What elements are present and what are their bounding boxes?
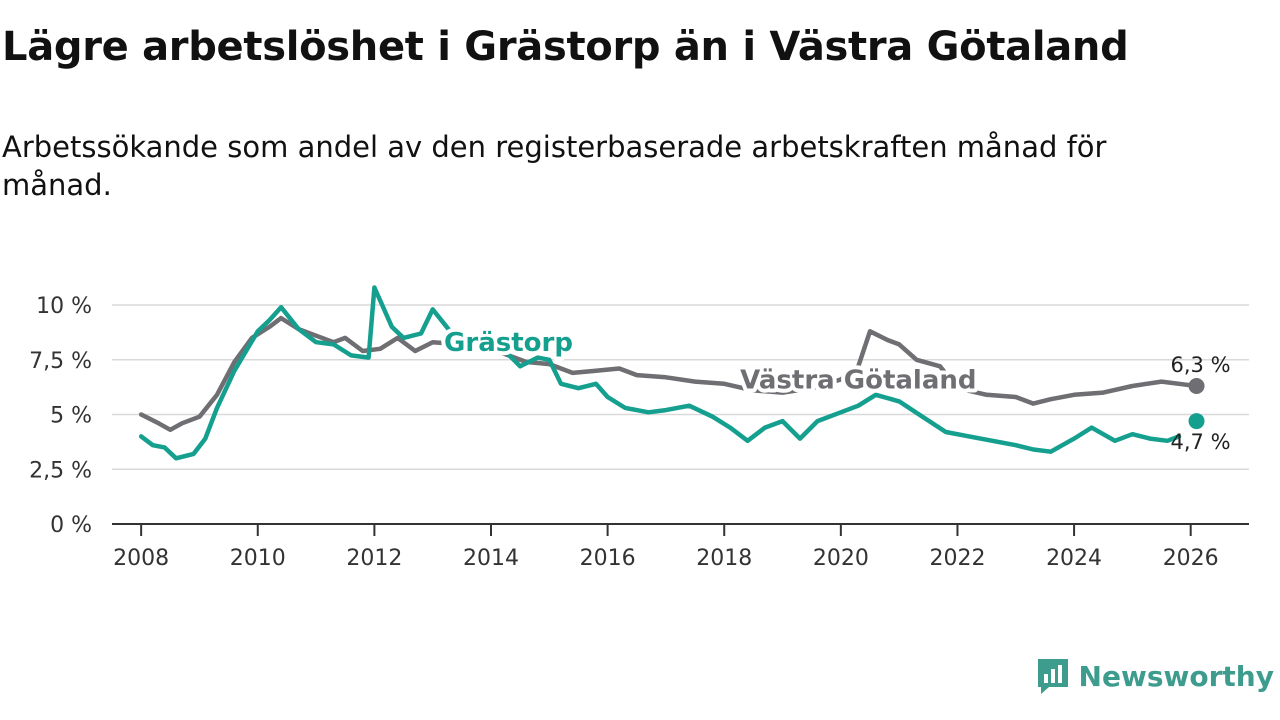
series-labels: 6,3 % 4,7 % Västra Götaland Grästorp xyxy=(440,324,1231,454)
x-tick-label: 2018 xyxy=(696,546,752,571)
series-name-label-gr-storp: Grästorp xyxy=(444,328,573,358)
newsworthy-logo: Newsworthy xyxy=(1035,656,1274,696)
x-tick-label: 2016 xyxy=(580,546,636,571)
series-line-gr-storp xyxy=(138,285,1182,461)
series-line-v-stra-g-taland xyxy=(138,315,1199,433)
y-tick-label: 5 % xyxy=(50,404,92,429)
series-end-label-gr-storp: 4,7 % xyxy=(1171,430,1231,454)
series-end-point-v-stra-g-taland xyxy=(1188,378,1205,395)
y-tick-label: 2,5 % xyxy=(29,458,92,483)
series-end-point-gr-storp xyxy=(1188,413,1205,430)
y-tick-label: 0 % xyxy=(50,513,92,538)
newsworthy-logo-icon xyxy=(1037,659,1068,694)
gridlines xyxy=(112,304,1249,470)
x-tick-label: 2014 xyxy=(463,546,519,571)
x-tick-label: 2020 xyxy=(813,546,869,571)
x-tick-label: 2010 xyxy=(230,546,286,571)
chart-subtitle: Arbetssökande som andel av den registerb… xyxy=(2,130,1107,202)
x-tick-label: 2012 xyxy=(346,546,402,571)
x-tick-label: 2008 xyxy=(113,546,169,571)
chart-title: Lägre arbetslöshet i Grästorp än i Västr… xyxy=(2,24,1129,70)
series-lines xyxy=(138,285,1205,461)
x-tick-label: 2024 xyxy=(1046,546,1102,571)
y-tick-label: 7,5 % xyxy=(29,349,92,374)
axes: 0 % 2,5 % 5 % 7,5 % 10 % 2008 2010 2012 2014 2016… xyxy=(29,294,1249,571)
x-tick-label: 2022 xyxy=(929,546,985,571)
y-tick-label: 10 % xyxy=(36,294,92,319)
series-end-label-v-stra-g-taland: 6,3 % xyxy=(1171,353,1231,377)
newsworthy-logo-text: Newsworthy xyxy=(1078,659,1274,693)
x-tick-label: 2026 xyxy=(1163,546,1219,571)
series-name-label-v-stra-g-taland: Västra Götaland xyxy=(740,365,976,395)
